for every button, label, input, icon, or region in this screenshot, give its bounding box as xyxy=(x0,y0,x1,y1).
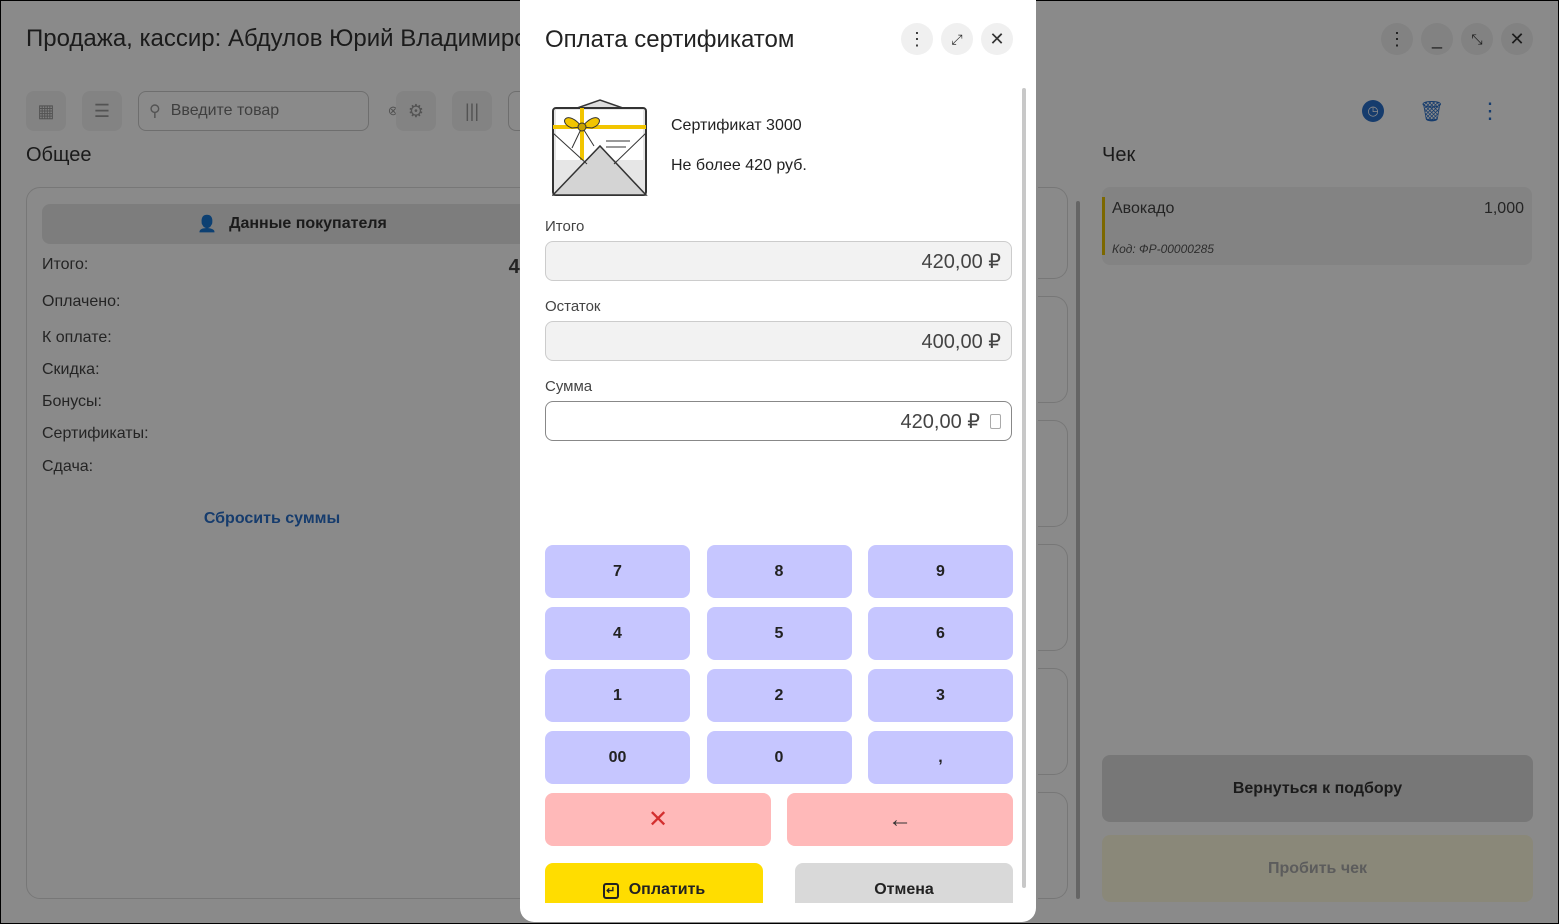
amount-label: Сумма xyxy=(545,378,593,395)
minimize-button[interactable]: _ xyxy=(1421,23,1453,55)
customer-button-label: Данные покупателя xyxy=(229,215,387,232)
key-button[interactable]: 9 xyxy=(868,545,1013,598)
close-window-button[interactable]: ✕ xyxy=(1501,23,1533,55)
key-button[interactable]: 6 xyxy=(868,607,1013,660)
more-vertical-icon: ⋮ xyxy=(908,28,926,49)
label: К оплате: xyxy=(42,329,112,346)
gift-certificate-icon xyxy=(552,99,648,196)
customer-data-button[interactable]: 👤 Данные покупателя xyxy=(42,204,542,244)
total-label: Итого xyxy=(545,218,585,235)
balance-value: 400,00 ₽ xyxy=(921,330,1001,353)
clear-receipt-icon[interactable]: 🗑 xyxy=(1419,101,1445,123)
total-value: 420,00 ₽ xyxy=(921,250,1001,273)
close-dialog-button[interactable]: ✕ xyxy=(981,23,1013,55)
payment-card[interactable] xyxy=(1038,420,1068,527)
summary-row: Сертификаты: xyxy=(42,425,542,443)
key-button[interactable]: 00 xyxy=(545,731,690,784)
scrollbar[interactable] xyxy=(1076,201,1080,899)
payment-card[interactable] xyxy=(1038,668,1068,775)
clear-search-icon[interactable]: ⊗ xyxy=(387,103,399,118)
payment-card[interactable] xyxy=(1038,187,1068,279)
window-title: Продажа, кассир: Абдулов Юрий Владимиров… xyxy=(26,25,567,52)
close-icon: ✕ xyxy=(647,806,669,833)
item-name: Авокадо xyxy=(1112,200,1175,217)
person-icon: 👤 xyxy=(197,216,218,233)
grid-icon: ▦ xyxy=(37,100,55,121)
summary-panel: 👤Данные покупателя Итого:420 Оплачено:0 … xyxy=(26,187,546,899)
expand-icon: ⤢ xyxy=(951,30,963,47)
minimize-icon: _ xyxy=(1431,28,1442,49)
label: Итого: xyxy=(42,256,89,273)
collapse-icon: ⤡ xyxy=(1471,30,1483,47)
dialog-title: Оплата сертификатом xyxy=(545,26,795,53)
clear-button[interactable]: ✕ xyxy=(545,793,771,846)
key-button[interactable]: 3 xyxy=(868,669,1013,722)
cancel-button[interactable]: Отмена xyxy=(795,863,1013,903)
item-code: Код: ФР-00000285 xyxy=(1112,242,1214,256)
key-button[interactable]: 5 xyxy=(706,607,852,660)
search-icon: ⚲ xyxy=(149,103,161,120)
label: Сертификаты: xyxy=(42,425,149,442)
summary-row: Бонусы: xyxy=(42,393,542,411)
product-search[interactable]: ⚲ ⊗ xyxy=(138,91,399,131)
key-button[interactable]: , xyxy=(868,731,1013,784)
key-button[interactable]: 1 xyxy=(545,669,690,722)
close-icon: ✕ xyxy=(1509,28,1525,49)
payment-card[interactable] xyxy=(1038,544,1068,651)
more-vertical-icon: ⋮ xyxy=(1388,28,1406,49)
key-button[interactable]: 2 xyxy=(706,669,852,722)
search-input[interactable] xyxy=(170,102,378,120)
dialog-scrollbar[interactable] xyxy=(1022,88,1026,888)
amount-value: 420,00 ₽ xyxy=(900,410,980,433)
key-button[interactable]: 0 xyxy=(706,731,852,784)
barcode-icon: ||| xyxy=(464,100,480,121)
add-barcode-button[interactable]: ||| xyxy=(452,91,492,131)
key-button[interactable]: 7 xyxy=(545,545,690,598)
settings-button[interactable]: ⚙ xyxy=(396,91,436,131)
amount-input[interactable]: 420,00 ₽ xyxy=(545,401,1012,441)
certificate-payment-dialog: Оплата сертификатом ⋮ ⤢ ✕ Сертификат 300… xyxy=(520,0,1036,922)
arrow-left-icon: ← xyxy=(888,805,912,833)
certificate-name: Сертификат 3000 xyxy=(671,117,802,134)
restore-button[interactable]: ⤡ xyxy=(1461,23,1493,55)
backspace-button[interactable]: ← xyxy=(787,793,1013,846)
list-icon: ☰ xyxy=(93,100,111,121)
receipt-title: Чек xyxy=(1102,144,1136,166)
enter-icon: ↵ xyxy=(602,883,619,899)
payment-card[interactable] xyxy=(1038,792,1068,899)
dialog-menu-button[interactable]: ⋮ xyxy=(901,23,933,55)
gear-icon: ⚙ xyxy=(407,100,425,121)
maximize-button[interactable]: ⤢ xyxy=(941,23,973,55)
window-menu-button[interactable]: ⋮ xyxy=(1381,23,1413,55)
pay-label: Оплатить xyxy=(628,881,706,898)
payment-card[interactable] xyxy=(1038,296,1068,403)
clock-icon[interactable]: ◷ xyxy=(1362,100,1384,122)
label: Сдача: xyxy=(42,458,94,475)
grid-view-button[interactable]: ▦ xyxy=(26,91,66,131)
summary-row: Скидка: xyxy=(42,361,542,379)
label: Бонусы: xyxy=(42,393,102,410)
general-title: Общее xyxy=(26,144,92,166)
back-to-selection-button[interactable]: Вернуться к подбору xyxy=(1102,755,1533,822)
certificate-limit: Не более 420 руб. xyxy=(671,157,807,174)
label: Скидка: xyxy=(42,361,100,378)
pay-button[interactable]: ↵ Оплатить xyxy=(545,863,763,903)
balance-field: 400,00 ₽ xyxy=(545,321,1012,361)
item-marker xyxy=(1102,197,1105,255)
more-vertical-icon[interactable]: ⋮ xyxy=(1479,98,1501,123)
receipt-item[interactable]: Авокадо 1,000 Код: ФР-00000285 xyxy=(1102,187,1532,265)
balance-label: Остаток xyxy=(545,298,601,315)
label: Оплачено: xyxy=(42,293,121,310)
item-qty: 1,000 xyxy=(1483,200,1524,217)
total-field: 420,00 ₽ xyxy=(545,241,1012,281)
list-view-button[interactable]: ☰ xyxy=(82,91,122,131)
key-button[interactable]: 8 xyxy=(706,545,852,598)
key-button[interactable]: 4 xyxy=(545,607,690,660)
print-receipt-button[interactable]: Пробить чек xyxy=(1102,835,1533,902)
reset-sums-link[interactable]: Сбросить суммы xyxy=(203,510,341,527)
close-icon: ✕ xyxy=(989,28,1005,49)
calculator-icon[interactable] xyxy=(990,413,1001,429)
